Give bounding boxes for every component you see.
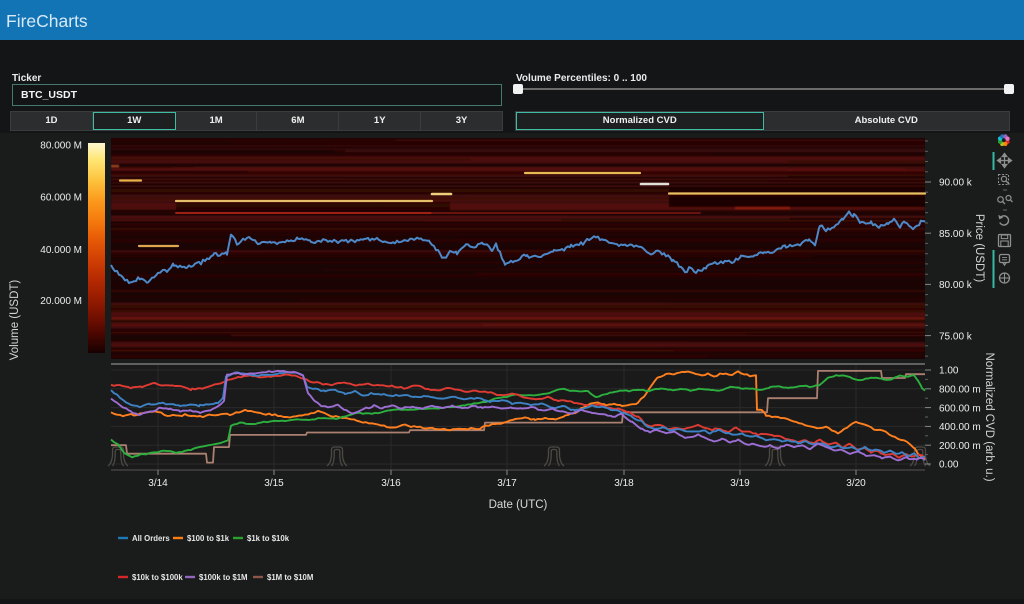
svg-text:3/20: 3/20 xyxy=(846,478,866,489)
svg-text:Normalized CVD (arb. u.): Normalized CVD (arb. u.) xyxy=(983,352,995,481)
svg-text:3/17: 3/17 xyxy=(497,478,517,489)
svg-text:3/16: 3/16 xyxy=(381,478,401,489)
svg-text:3/19: 3/19 xyxy=(730,478,750,489)
svg-text:20.000 M: 20.000 M xyxy=(40,296,82,307)
svg-text:85.00 k: 85.00 k xyxy=(939,229,973,240)
svg-text:3/14: 3/14 xyxy=(148,478,168,489)
svg-text:Price (USDT): Price (USDT) xyxy=(973,214,985,283)
svg-text:$1k to $10k: $1k to $10k xyxy=(247,534,290,543)
svg-text:800.00 m: 800.00 m xyxy=(939,385,981,396)
svg-text:200.00 m: 200.00 m xyxy=(939,441,981,452)
svg-text:40.000 M: 40.000 M xyxy=(40,245,82,256)
svg-text:80.000 M: 80.000 M xyxy=(40,140,82,151)
svg-text:600.00 m: 600.00 m xyxy=(939,403,981,414)
svg-text:400.00 m: 400.00 m xyxy=(939,422,981,433)
svg-text:All Orders: All Orders xyxy=(132,534,170,543)
svg-text:$10k to $100k: $10k to $100k xyxy=(132,573,183,582)
svg-text:$100 to $1k: $100 to $1k xyxy=(187,534,230,543)
svg-text:90.00 k: 90.00 k xyxy=(939,178,973,189)
svg-text:Volume (USDT): Volume (USDT) xyxy=(9,280,21,361)
svg-text:75.00 k: 75.00 k xyxy=(939,331,973,342)
svg-text:$1M to $10M: $1M to $10M xyxy=(267,573,313,582)
svg-text:Date (UTC): Date (UTC) xyxy=(489,499,548,511)
svg-text:3/15: 3/15 xyxy=(264,478,284,489)
svg-text:$100k to $1M: $100k to $1M xyxy=(199,573,248,582)
svg-text:3/18: 3/18 xyxy=(614,478,634,489)
svg-text:60.000 M: 60.000 M xyxy=(40,192,82,203)
svg-text:0.00: 0.00 xyxy=(939,460,959,471)
svg-text:80.00 k: 80.00 k xyxy=(939,280,973,291)
svg-text:1.00: 1.00 xyxy=(939,366,959,377)
